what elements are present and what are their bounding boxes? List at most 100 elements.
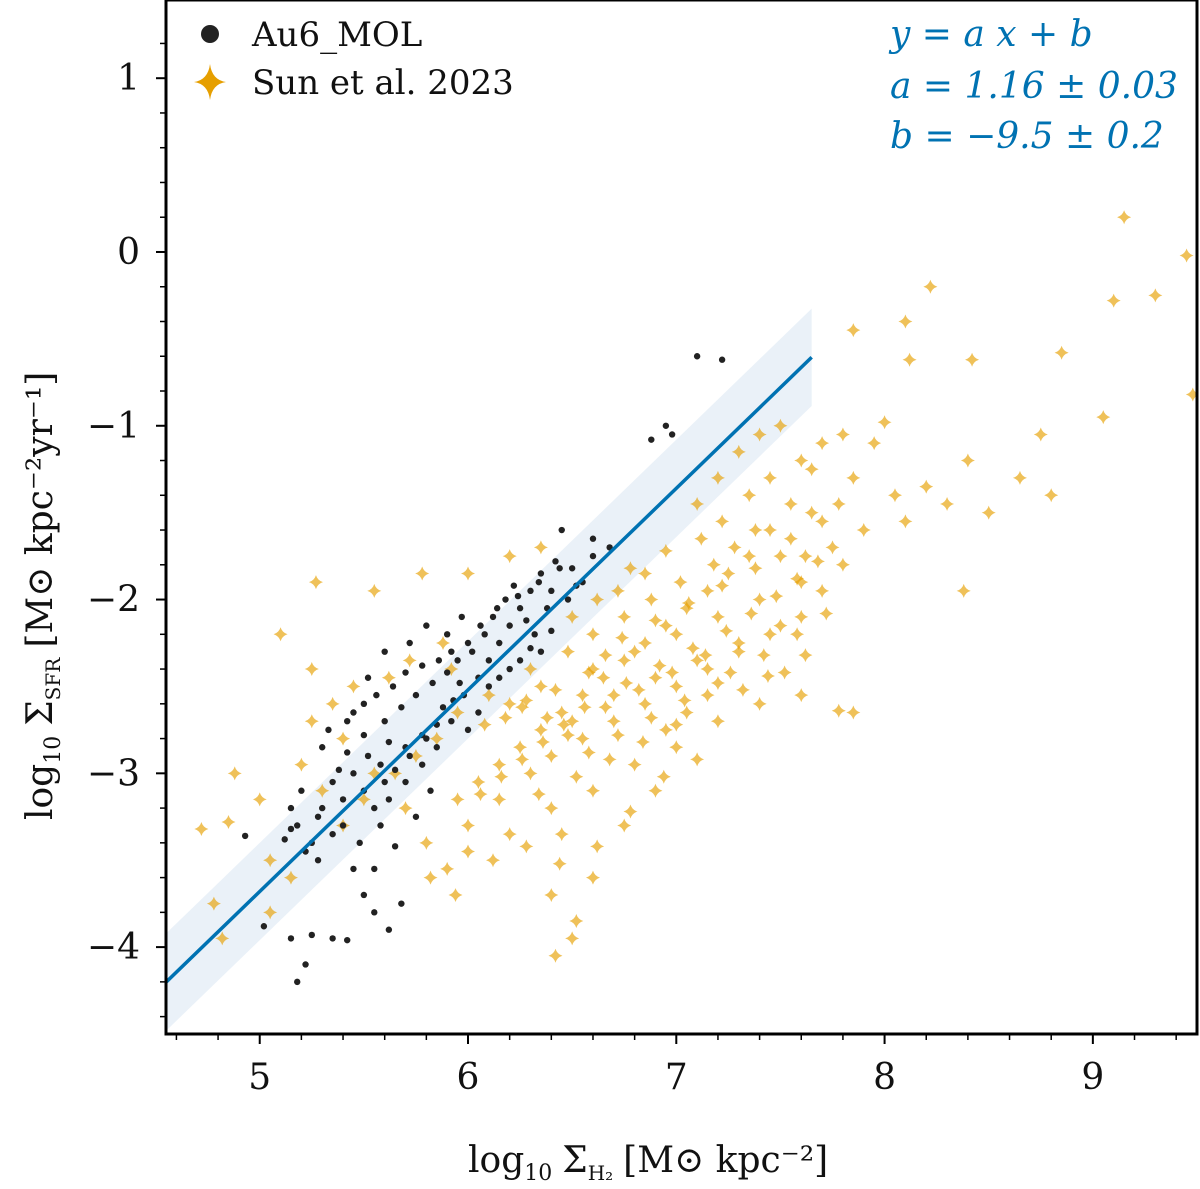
au6-data-point (418, 761, 426, 768)
au6-data-point (435, 657, 443, 664)
sun-data-point (221, 814, 236, 829)
legend: Au6_MOL Sun et al. 2023 (194, 15, 514, 103)
sun-data-point (336, 731, 351, 746)
fit-annotation: y = a x + b a = 1.16 ± 0.03 b = −9.5 ± 0… (888, 14, 1178, 157)
sun-data-point (710, 675, 725, 690)
legend-marker-sun (194, 64, 226, 100)
sun-data-point (644, 592, 659, 607)
sun-data-point (815, 514, 830, 529)
x-axis-label-sigma: Σ (562, 1140, 587, 1181)
sun-data-point (606, 714, 621, 729)
x-tick-label: 9 (1081, 1057, 1104, 1098)
sun-data-point (648, 783, 663, 798)
au6-data-point (287, 825, 295, 833)
sun-data-point (1044, 488, 1059, 503)
sun-data-point (698, 648, 713, 663)
au6-data-point (418, 662, 426, 669)
sun-data-point (544, 748, 559, 763)
au6-data-point (412, 691, 420, 699)
sun-data-point (1033, 427, 1048, 442)
y-tick-label: 1 (117, 58, 140, 99)
au6-data-point (360, 731, 368, 739)
sun-data-point (719, 623, 734, 638)
sun-data-point (623, 804, 638, 819)
au6-data-point (589, 552, 597, 560)
sun-data-point (1096, 410, 1111, 425)
sun-data-point (919, 479, 934, 494)
sun-data-point (723, 665, 738, 680)
au6-data-point (389, 683, 397, 690)
sun-data-point (831, 703, 846, 718)
sun-data-point (419, 835, 434, 850)
sun-data-point (617, 653, 632, 668)
au6-data-point (319, 744, 326, 751)
au6-data-point (568, 565, 576, 572)
sun-data-point (523, 662, 538, 677)
sun-data-point (450, 705, 465, 720)
au6-data-point (344, 717, 351, 725)
au6-data-point (356, 839, 363, 847)
sun-data-point (533, 540, 548, 555)
au6-data-point (454, 657, 461, 664)
au6-data-point (298, 787, 305, 794)
sun-data-point (898, 514, 913, 529)
au6-data-point (443, 631, 451, 638)
sun-data-point (308, 575, 323, 590)
sun-data-point (638, 635, 653, 650)
sun-data-point (798, 549, 813, 564)
sun-data-point (481, 688, 496, 703)
au6-data-point (433, 744, 440, 751)
sun-data-point (742, 488, 757, 503)
au6-data-point (443, 669, 451, 676)
au6-data-point (448, 717, 455, 725)
sun-data-point (627, 757, 642, 772)
y-axis-label-sub: 10 (41, 736, 66, 764)
sun-data-point (461, 818, 476, 833)
sun-data-point (575, 688, 590, 703)
sun-data-point (658, 618, 673, 633)
sun-data-point (408, 748, 423, 763)
sun-data-point (556, 717, 571, 732)
sun-data-point (325, 696, 340, 711)
au6-data-point (552, 558, 559, 565)
au6-data-point (344, 749, 351, 756)
sun-data-point (690, 752, 705, 767)
sun-data-point (648, 670, 663, 685)
sun-data-point (565, 609, 580, 624)
sun-data-point (815, 583, 830, 598)
x-axis-label-unit: [M⊙ kpc⁻²] (623, 1140, 828, 1181)
sun-data-point (783, 531, 798, 546)
sun-data-point (498, 710, 513, 725)
sun-data-point (756, 648, 771, 663)
au6-data-point (718, 356, 726, 363)
sun-data-point (627, 644, 642, 659)
sun-data-point (450, 792, 465, 807)
sun-data-point (273, 627, 288, 642)
sun-data-point (519, 693, 534, 708)
au6-data-point (381, 648, 388, 655)
sun-data-point (590, 592, 605, 607)
sun-data-point (444, 662, 459, 677)
sun-data-point (598, 648, 613, 663)
au6-data-point (364, 752, 372, 760)
sun-data-point (748, 523, 763, 538)
sun-data-point (533, 679, 548, 694)
sun-data-point (638, 696, 653, 711)
au6-data-point (294, 978, 301, 986)
au6-data-point (329, 935, 336, 942)
sun-data-point (356, 792, 371, 807)
y-tick-label: −2 (87, 580, 140, 621)
sun-data-point (585, 662, 600, 677)
fit-line (166, 356, 813, 984)
au6-data-point (537, 570, 545, 577)
plot-frame (164, 0, 1199, 1036)
sun-data-point (519, 839, 534, 854)
sun-data-point (631, 682, 646, 697)
sun-data-point (585, 870, 600, 885)
sun-data-point (835, 557, 850, 572)
sun-data-point (867, 436, 882, 451)
sun-data-point (940, 496, 955, 511)
sun-data-point (846, 323, 861, 338)
sun-data-point (227, 766, 242, 781)
au6-data-point (564, 596, 572, 603)
